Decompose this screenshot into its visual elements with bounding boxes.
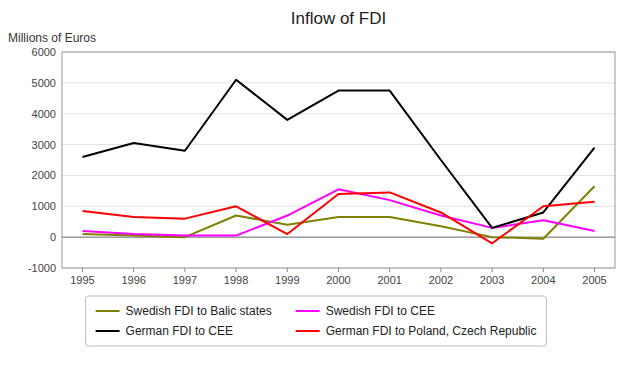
y-axis-label: Millions of Euros: [8, 31, 96, 45]
x-tick: [184, 268, 185, 272]
x-tick-label: 2004: [531, 274, 555, 286]
x-tick-label: 1999: [275, 274, 299, 286]
x-tick: [133, 268, 134, 272]
series-group: [82, 80, 594, 244]
x-tick-label: 2003: [480, 274, 504, 286]
legend-swatch: [296, 310, 320, 312]
x-tick-label: 2005: [582, 274, 606, 286]
x-tick: [492, 268, 493, 272]
y-tick-label: 0: [50, 231, 56, 243]
legend-swatch: [96, 310, 120, 312]
legend-swatch: [296, 330, 320, 332]
grid-line: [62, 113, 615, 114]
x-tick-label: 1996: [121, 274, 145, 286]
grid-line: [62, 82, 615, 83]
y-tick-label: 1000: [32, 200, 56, 212]
y-tick-label: 4000: [32, 108, 56, 120]
title: Inflow of FDI: [291, 9, 386, 28]
legend-label: German FDI to Poland, Czech Republic: [326, 324, 537, 338]
y-tick-label: 5000: [32, 77, 56, 89]
chart: Inflow of FDI Millions of Euros -1000 0 1000…: [0, 0, 632, 387]
series-line: [82, 192, 594, 243]
x-tick: [287, 268, 288, 272]
y-tick-label: 6000: [32, 46, 56, 58]
x-tick: [338, 268, 339, 272]
grid-line: [62, 175, 615, 176]
legend-label: German FDI to CEE: [126, 324, 233, 338]
legend-box: [86, 296, 547, 346]
x-tick-label: 1995: [70, 274, 94, 286]
x-tick: [543, 268, 544, 272]
x-tick: [236, 268, 237, 272]
x-tick: [594, 268, 595, 272]
x-tick: [440, 268, 441, 272]
series-line: [82, 189, 594, 235]
x-tick: [389, 268, 390, 272]
legend-label: Swedish FDI to CEE: [326, 304, 435, 318]
y-tick-label: 3000: [32, 139, 56, 151]
x-tick-label: 1997: [173, 274, 197, 286]
x-tick-label: 1998: [224, 274, 248, 286]
x-tick: [82, 268, 83, 272]
y-tick-label: -1000: [28, 262, 56, 274]
legend: Swedish FDI to Balic states Swedish FDI t…: [86, 296, 547, 346]
series-line: [82, 80, 594, 228]
y-tick-label: 2000: [32, 169, 56, 181]
grid-line: [62, 206, 615, 207]
x-tick-label: 2001: [377, 274, 401, 286]
legend-swatch: [96, 330, 120, 332]
x-tick-label: 2000: [326, 274, 350, 286]
plot-frame: [62, 52, 615, 268]
x-tick-label: 2002: [429, 274, 453, 286]
legend-label: Swedish FDI to Balic states: [126, 304, 272, 318]
